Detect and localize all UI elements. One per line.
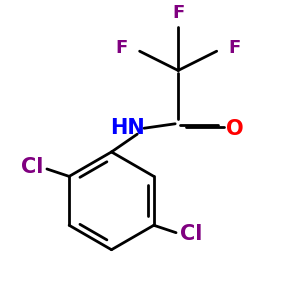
Text: O: O: [226, 119, 243, 139]
Text: Cl: Cl: [21, 158, 43, 178]
Text: F: F: [228, 39, 241, 57]
Text: F: F: [116, 39, 128, 57]
Text: F: F: [172, 4, 184, 22]
Text: HN: HN: [110, 118, 145, 138]
Text: Cl: Cl: [180, 224, 202, 244]
